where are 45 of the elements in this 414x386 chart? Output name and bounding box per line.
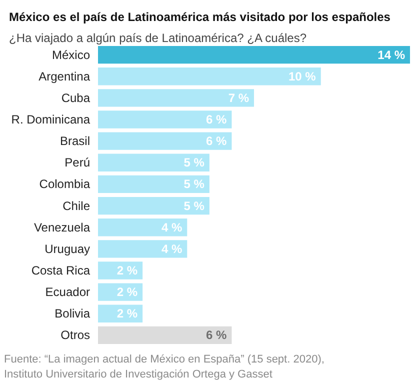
y-tick-label: Ecuador [45, 285, 90, 300]
y-tick-label: Brasil [60, 134, 90, 148]
data-label: 6 % [206, 328, 228, 342]
y-tick-label: Otros [60, 328, 90, 342]
y-tick-label: Chile [62, 198, 90, 213]
bar [98, 218, 188, 236]
y-tick-label: Perú [64, 156, 90, 170]
y-tick-label: Argentina [38, 69, 90, 84]
source-note: Fuente: “La imagen actual de México en España” (15 sept. 2020), [4, 354, 324, 366]
text: Instituto Universitario de Investigación Ortega y Gasset [4, 368, 272, 380]
data-label: 4 % [161, 242, 182, 256]
data-label: 2 % [116, 285, 138, 300]
bar [98, 89, 254, 107]
bar [98, 283, 143, 301]
data-label: 6 % [206, 134, 228, 148]
bar [98, 154, 210, 172]
data-label: 6 % [206, 112, 228, 126]
bar [98, 132, 232, 150]
y-tick-label: Venezuela [34, 220, 90, 234]
data-label: 2 % [116, 264, 138, 278]
bar [98, 196, 210, 215]
y-tick-label: R. Dominicana [11, 112, 90, 126]
bar [98, 46, 410, 64]
bar [98, 175, 210, 194]
bar [98, 240, 188, 258]
data-label: 2 % [116, 306, 138, 321]
bar [98, 110, 232, 128]
data-label: 5 % [184, 198, 205, 213]
bar [98, 68, 321, 86]
data-label: 5 % [184, 177, 205, 192]
data-label: 5 % [184, 156, 205, 170]
data-label: 7 % [228, 90, 250, 105]
data-label: 4 % [161, 220, 182, 234]
chart-title: México es el país de Latinoamérica más visitado por los españoles [9, 10, 391, 24]
y-tick-label: México [52, 48, 90, 62]
bar [98, 326, 232, 344]
bar [98, 262, 143, 280]
y-tick-label: Cuba [61, 90, 90, 105]
y-tick-label: Uruguay [44, 242, 90, 256]
y-tick-label: Bolivia [54, 306, 90, 321]
y-tick-label: Costa Rica [31, 264, 90, 278]
data-label: 14 % [378, 48, 406, 62]
y-tick-label: Colombia [39, 177, 90, 192]
data-label: 10 % [288, 69, 316, 84]
chart-subtitle: ¿Ha viajado a algún país de Latinoamérica? ¿A cuáles? [9, 31, 307, 45]
